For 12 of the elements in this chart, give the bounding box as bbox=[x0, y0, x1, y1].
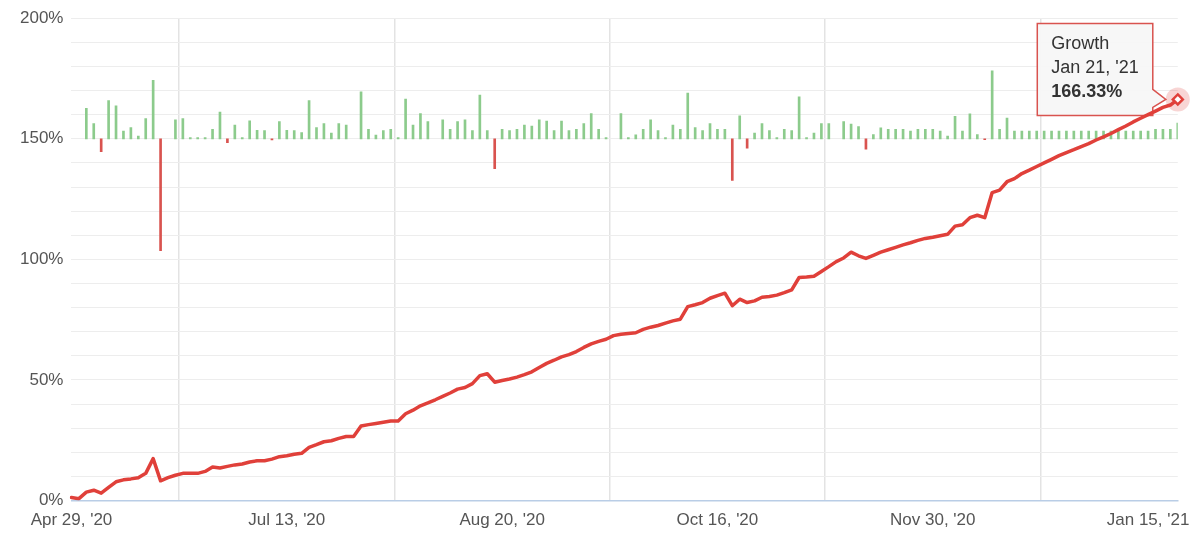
x-tick-label: Aug 20, '20 bbox=[459, 510, 545, 530]
x-tick-label: Oct 16, '20 bbox=[676, 510, 759, 530]
x-tick-label: Jan 15, '21 bbox=[1106, 510, 1190, 530]
x-tick-label: Apr 29, '20 bbox=[30, 510, 113, 530]
y-tick-label: 0% bbox=[38, 490, 64, 510]
y-tick-label: 100% bbox=[20, 249, 64, 269]
y-tick-label: 50% bbox=[29, 369, 64, 389]
annotation: Growth Jan 21, '21 166.33% bbox=[1051, 33, 1139, 102]
y-tick-label: 150% bbox=[20, 128, 64, 148]
y-tick-label: 200% bbox=[20, 7, 64, 27]
x-tick-label: Jul 13, '20 bbox=[248, 510, 326, 530]
x-tick-label: Nov 30, '20 bbox=[890, 510, 976, 530]
